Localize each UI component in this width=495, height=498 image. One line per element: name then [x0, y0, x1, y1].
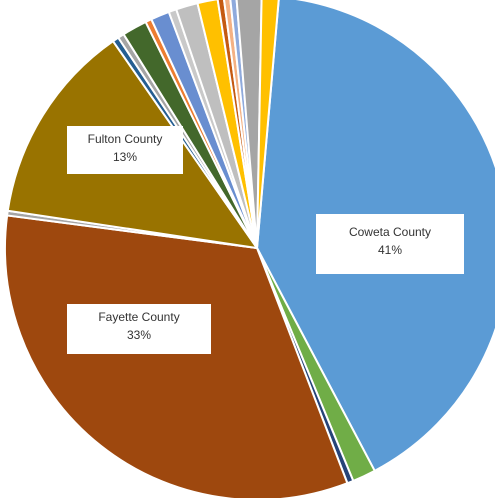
pie-slice-slice-18: [256, 0, 280, 249]
pie-slice-slice-17: [235, 0, 263, 249]
slice-label-fayette-percent: 33%: [126, 328, 152, 342]
pie-slice-slice-14: [216, 0, 258, 249]
data-label-coweta: Coweta County 41%: [316, 214, 464, 274]
pie-slice-slice-15: [223, 0, 258, 249]
slice-label-coweta-name: Coweta County: [348, 225, 432, 239]
data-label-fulton: Fulton County 13%: [67, 126, 183, 174]
slice-label-fayette-name: Fayette County: [98, 310, 180, 324]
pie-slice-slice-13: [196, 0, 258, 249]
slice-label-fulton-name: Fulton County: [87, 132, 163, 146]
slice-label-fulton-percent: 13%: [112, 150, 138, 164]
pie-slice-slice-16: [229, 0, 258, 249]
pie-slice-fayette-county: [4, 214, 349, 498]
data-label-fayette: Fayette County 33%: [67, 304, 211, 354]
slice-label-coweta-percent: 41%: [377, 243, 403, 257]
